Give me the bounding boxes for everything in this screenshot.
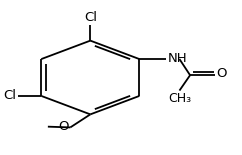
Text: Cl: Cl (84, 11, 97, 24)
Text: Cl: Cl (3, 89, 16, 102)
Text: O: O (217, 67, 227, 80)
Text: NH: NH (168, 52, 187, 65)
Text: O: O (59, 120, 69, 133)
Text: CH₃: CH₃ (168, 92, 191, 105)
